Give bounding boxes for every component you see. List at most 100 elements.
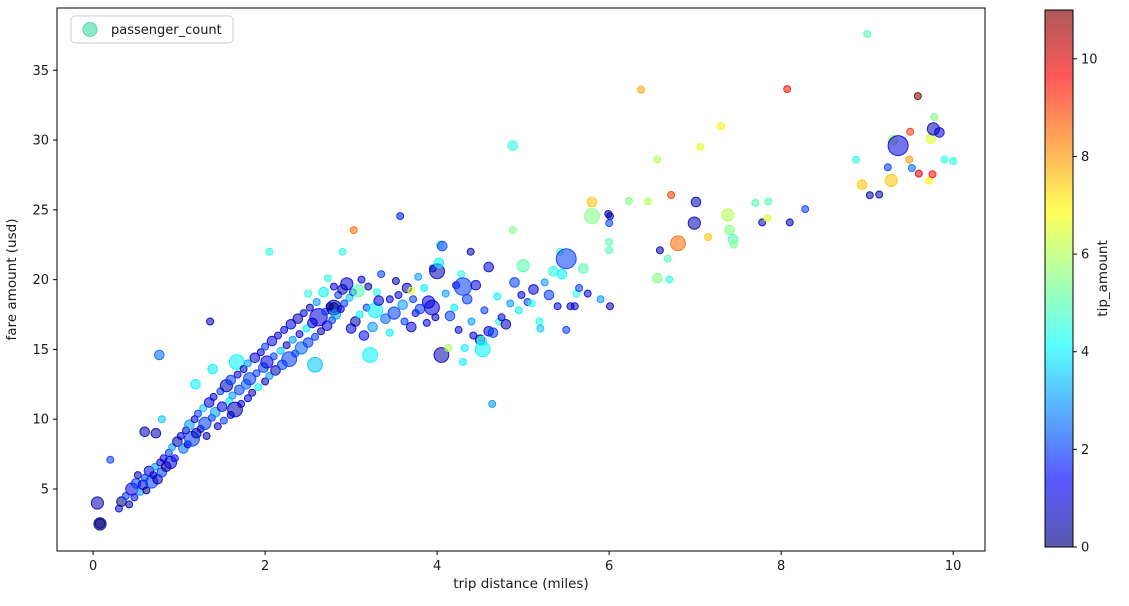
data-point (670, 235, 686, 252)
data-point (261, 342, 270, 351)
data-point (372, 288, 381, 297)
data-point (497, 313, 506, 322)
data-point (785, 218, 794, 227)
data-point (133, 471, 142, 480)
data-point (106, 455, 115, 464)
data-point (340, 299, 349, 308)
data-point (385, 328, 394, 337)
data-point (570, 302, 579, 311)
data-point (150, 427, 162, 439)
data-point (254, 383, 263, 392)
data-point (285, 319, 297, 330)
data-point (154, 349, 165, 361)
x-tick-label: 4 (433, 559, 441, 574)
data-point (207, 363, 218, 375)
data-point (724, 224, 735, 236)
y-tick-label: 25 (32, 203, 49, 218)
colorbar-tick-label: 0 (1081, 541, 1089, 556)
data-point (184, 419, 195, 431)
data-point (336, 305, 345, 313)
data-point (311, 332, 319, 341)
data-point (157, 415, 166, 424)
data-point (461, 293, 473, 305)
data-point (852, 155, 860, 164)
data-point (94, 518, 106, 529)
legend[interactable]: passenger_count (70, 15, 234, 44)
data-point (351, 284, 365, 298)
plot-border (56, 7, 986, 552)
data-point (596, 295, 605, 304)
y-axis-label: fare amount (usd) (4, 219, 20, 341)
data-point (420, 284, 429, 292)
data-point (458, 358, 467, 366)
data-point (437, 240, 448, 252)
data-point (225, 374, 236, 386)
y-tick-label: 10 (32, 413, 49, 428)
data-point (219, 416, 228, 425)
data-point (637, 85, 645, 94)
data-point (407, 286, 416, 295)
legend-label: passenger_count (111, 23, 222, 38)
data-point (260, 355, 274, 369)
data-point (578, 263, 589, 274)
data-point (362, 347, 379, 363)
x-tick-label: 10 (945, 559, 962, 574)
data-point (517, 291, 526, 299)
data-point (583, 289, 592, 298)
data-point (907, 164, 916, 172)
data-point (575, 284, 584, 292)
legend-box (70, 15, 234, 44)
data-point (540, 278, 549, 287)
data-point (444, 310, 456, 322)
data-point (243, 394, 252, 403)
data-point (90, 496, 105, 510)
data-point (516, 259, 530, 273)
data-point (717, 122, 725, 131)
data-point (276, 346, 285, 355)
data-point (433, 257, 445, 269)
data-point (450, 303, 459, 312)
x-axis-label: trip distance (miles) (453, 576, 588, 592)
data-point (483, 261, 495, 273)
data-point (655, 246, 664, 255)
data-point (305, 303, 314, 312)
data-point (687, 216, 701, 230)
data-point (884, 173, 898, 188)
colorbar-tick-label: 6 (1081, 248, 1089, 263)
data-point (509, 277, 520, 288)
data-point (930, 113, 939, 121)
data-point (373, 295, 385, 306)
data-point (856, 179, 868, 190)
data-point (801, 205, 810, 214)
data-point (454, 325, 463, 334)
data-point (213, 422, 222, 431)
data-point (605, 246, 614, 255)
data-point (469, 331, 478, 340)
data-point (256, 348, 265, 357)
x-tick-label: 0 (89, 559, 97, 574)
data-point (466, 247, 475, 256)
data-point (606, 302, 614, 311)
data-point (667, 191, 676, 199)
data-point (299, 309, 308, 318)
data-point (239, 365, 248, 373)
data-point (914, 169, 923, 178)
data-point (265, 372, 274, 380)
data-point (312, 298, 321, 306)
y-tick-label: 30 (32, 134, 49, 149)
colorbar-border (1044, 9, 1074, 548)
data-point (470, 279, 482, 291)
data-point (396, 212, 405, 221)
x-tick-label: 2 (261, 559, 269, 574)
data-point (763, 214, 772, 223)
data-point (243, 372, 257, 386)
data-point (330, 309, 342, 320)
data-point (265, 247, 274, 256)
data-point (940, 155, 949, 164)
data-point (883, 163, 892, 172)
data-point (508, 226, 517, 235)
data-point (528, 284, 539, 295)
data-point (553, 302, 562, 311)
data-point (318, 286, 329, 298)
